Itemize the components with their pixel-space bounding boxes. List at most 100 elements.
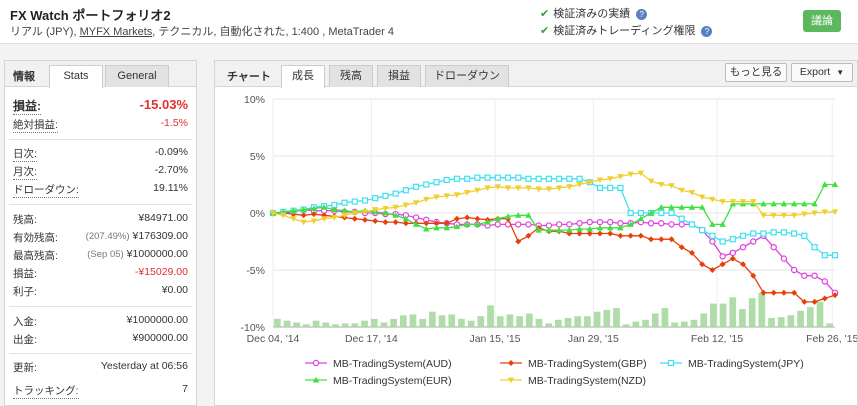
abs-gain-label[interactable]: 絶対損益: xyxy=(13,119,58,133)
deposits-value: ¥1000000.00 xyxy=(126,314,188,326)
data-point xyxy=(688,189,696,196)
legend-label: MB-TradingSystem(EUR) xyxy=(333,375,452,387)
data-point xyxy=(719,253,726,260)
data-point xyxy=(832,292,838,299)
data-point xyxy=(801,211,808,218)
data-point xyxy=(382,219,389,226)
discuss-button[interactable]: 議論 xyxy=(803,10,841,32)
drawdown-label[interactable]: ドローダウン: xyxy=(13,184,79,198)
gain-label[interactable]: 損益: xyxy=(13,99,41,115)
volume-bar xyxy=(525,313,533,327)
account-header: FX Watch ポートフォリオ2 リアル (JPY), MYFX Market… xyxy=(0,0,858,44)
withdrawals-row: 出金: ¥900000.00 xyxy=(13,332,188,348)
data-point xyxy=(831,252,839,259)
broker-link[interactable]: MYFX Markets xyxy=(79,26,153,38)
chevron-down-icon: ▼ xyxy=(836,68,845,77)
data-point xyxy=(811,200,818,207)
tab-general[interactable]: General xyxy=(105,65,169,87)
data-point xyxy=(280,212,287,219)
help-icon[interactable]: ? xyxy=(636,8,648,20)
volume-bar xyxy=(777,317,785,327)
data-point xyxy=(474,215,481,222)
divider xyxy=(9,139,192,140)
data-point xyxy=(770,243,777,251)
data-point xyxy=(729,199,737,205)
x-tick-label: Feb 12, '15 xyxy=(691,333,743,345)
data-point xyxy=(474,221,481,227)
highest-label: 最高残高: xyxy=(13,250,58,262)
tab-profit[interactable]: 損益 xyxy=(377,65,421,87)
volume-bar xyxy=(719,303,727,327)
data-point xyxy=(647,209,655,216)
data-point xyxy=(739,199,747,205)
data-point xyxy=(545,175,552,182)
help-icon[interactable]: ? xyxy=(701,25,713,37)
data-point xyxy=(811,244,818,251)
monthly-label[interactable]: 月次: xyxy=(13,166,37,180)
deposits-row: 入金: ¥1000000.00 xyxy=(13,314,188,330)
data-point xyxy=(658,209,665,217)
deposits-label: 入金: xyxy=(13,316,37,328)
data-point xyxy=(719,261,726,268)
tab-growth[interactable]: 成長 xyxy=(281,65,325,88)
data-point xyxy=(555,226,563,233)
tracking-value: 7 xyxy=(182,383,188,395)
equity-label: 有効残高: xyxy=(13,232,58,244)
tracking-label[interactable]: トラッキング: xyxy=(13,385,79,399)
equity-value: ¥176309.00 xyxy=(132,230,188,242)
volume-bar xyxy=(419,318,427,327)
volume-bar xyxy=(613,308,620,327)
data-point xyxy=(770,229,777,236)
tab-drawdown[interactable]: ドローダウン xyxy=(425,65,509,87)
verified-track-record: ✔ 検証済みの実績? xyxy=(540,5,648,21)
volume-bar xyxy=(516,316,523,327)
tab-balance[interactable]: 残高 xyxy=(329,65,373,87)
volume-bar xyxy=(690,319,698,327)
data-point xyxy=(525,221,532,228)
data-point xyxy=(668,204,675,210)
more-button[interactable]: もっと見る xyxy=(725,63,787,82)
data-point xyxy=(361,197,369,204)
data-point xyxy=(586,225,593,232)
volume-bar xyxy=(671,322,678,327)
volume-bar xyxy=(274,318,281,327)
data-point xyxy=(709,267,716,273)
data-point xyxy=(535,186,542,193)
interest-row: 利子: ¥0.00 xyxy=(13,284,188,300)
volume-bar xyxy=(642,319,649,327)
volume-bar xyxy=(399,315,407,327)
data-point xyxy=(361,216,368,223)
data-point xyxy=(770,212,777,219)
x-tick-label: Feb 26, '15 xyxy=(806,333,857,345)
data-point xyxy=(515,185,522,192)
x-tick-label: Jan 15, '15 xyxy=(469,333,520,345)
export-label: Export xyxy=(799,66,831,78)
updated-label: 更新: xyxy=(13,362,37,374)
divider xyxy=(9,204,192,205)
data-point xyxy=(698,194,706,201)
volume-bar xyxy=(535,318,543,327)
data-point xyxy=(790,200,798,207)
volume-bar xyxy=(574,316,582,327)
tab-stats[interactable]: Stats xyxy=(49,65,103,88)
export-button[interactable]: Export ▼ xyxy=(791,63,853,82)
data-point xyxy=(709,238,716,245)
data-point xyxy=(699,261,706,268)
info-label: 情報 xyxy=(13,71,35,83)
daily-label[interactable]: 日次: xyxy=(13,148,37,162)
data-point xyxy=(566,221,573,228)
data-point xyxy=(484,174,491,181)
data-point xyxy=(739,232,747,239)
data-point xyxy=(576,182,583,188)
profit-row: 損益: -¥15029.00 xyxy=(13,266,188,282)
data-point xyxy=(300,212,307,219)
data-point xyxy=(586,230,593,237)
data-point xyxy=(310,218,318,225)
equity-value-group: (207.49%) ¥176309.00 xyxy=(86,230,188,242)
data-point xyxy=(525,232,532,239)
gain-row: 損益: -15.03% xyxy=(13,97,188,115)
data-point xyxy=(576,175,583,182)
data-point xyxy=(596,224,604,231)
data-point xyxy=(269,210,277,217)
data-point xyxy=(709,232,716,239)
